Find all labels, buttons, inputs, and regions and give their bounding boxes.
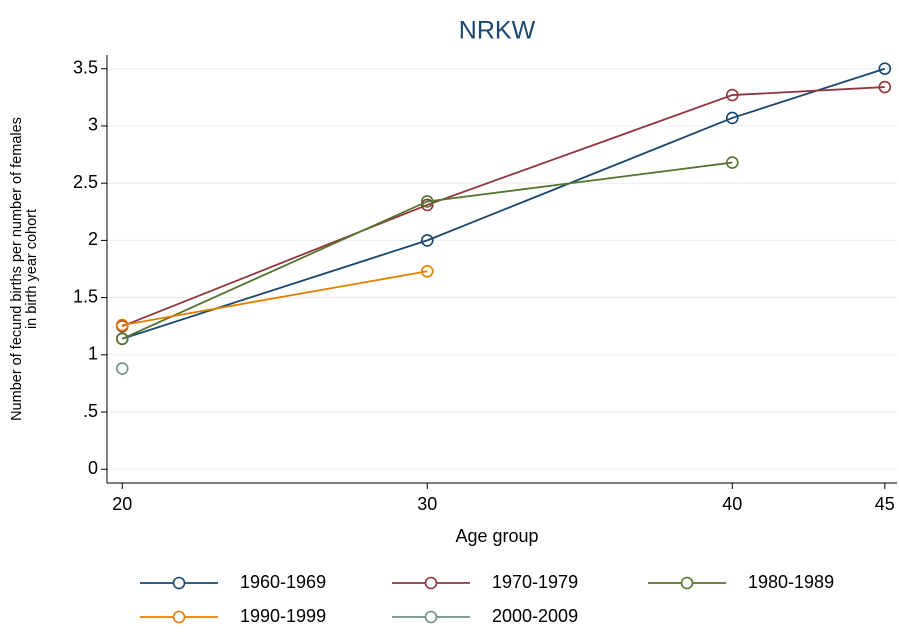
point bbox=[115, 362, 129, 375]
legend-marker bbox=[680, 576, 694, 590]
legend-label: 1990-1999 bbox=[240, 606, 326, 626]
legend-label: 1970-1979 bbox=[492, 572, 578, 592]
y-axis-title-line: in birth year cohort bbox=[24, 209, 40, 329]
legend-label: 1960-1969 bbox=[240, 572, 326, 592]
legend-entry: 1980-1989 bbox=[648, 572, 834, 592]
y-axis-title: Number of fecund births per number of fe… bbox=[9, 117, 40, 421]
legend-label: 2000-2009 bbox=[492, 606, 578, 626]
point bbox=[725, 156, 739, 169]
y-axis-title-line: Number of fecund births per number of fe… bbox=[9, 117, 25, 421]
point bbox=[878, 80, 892, 94]
chart-title: NRKW bbox=[459, 17, 536, 45]
point bbox=[420, 195, 434, 208]
legend-marker bbox=[424, 576, 438, 590]
point bbox=[115, 332, 129, 346]
point bbox=[115, 318, 129, 332]
series bbox=[115, 264, 434, 332]
legend-entry: 1970-1979 bbox=[392, 572, 578, 592]
y-tick-label: 1 bbox=[88, 344, 98, 364]
series bbox=[115, 80, 892, 333]
x-tick-label: 20 bbox=[112, 494, 132, 514]
y-tick-label: 0 bbox=[88, 458, 98, 478]
x-tick-label: 45 bbox=[875, 494, 895, 514]
series bbox=[115, 156, 739, 346]
legend-label: 1980-1989 bbox=[748, 572, 834, 592]
y-tick-label: 2.5 bbox=[73, 172, 98, 192]
y-tick-label: .5 bbox=[83, 401, 98, 421]
y-tick-label: 1.5 bbox=[73, 286, 98, 306]
series-line bbox=[121, 67, 886, 340]
x-tick-label: 40 bbox=[722, 494, 742, 514]
series-line bbox=[122, 270, 428, 326]
y-tick-label: 3 bbox=[88, 115, 98, 135]
y-tick-label: 3.5 bbox=[73, 57, 98, 77]
legend-marker bbox=[172, 576, 186, 590]
series-line bbox=[121, 86, 885, 328]
series-line bbox=[121, 161, 733, 340]
point bbox=[725, 88, 739, 102]
point bbox=[725, 111, 739, 125]
point bbox=[878, 62, 892, 76]
legend-entry: 1990-1999 bbox=[140, 606, 326, 626]
legend-entry: 2000-2009 bbox=[392, 606, 578, 626]
legend-marker bbox=[424, 610, 438, 624]
legend-marker bbox=[172, 610, 186, 624]
legend-entry: 1960-1969 bbox=[140, 572, 326, 592]
point bbox=[420, 234, 434, 247]
series bbox=[115, 362, 129, 375]
point bbox=[420, 264, 434, 278]
x-tick-label: 30 bbox=[417, 494, 437, 514]
x-axis-title: Age group bbox=[455, 526, 538, 546]
y-tick-label: 2 bbox=[88, 229, 98, 249]
